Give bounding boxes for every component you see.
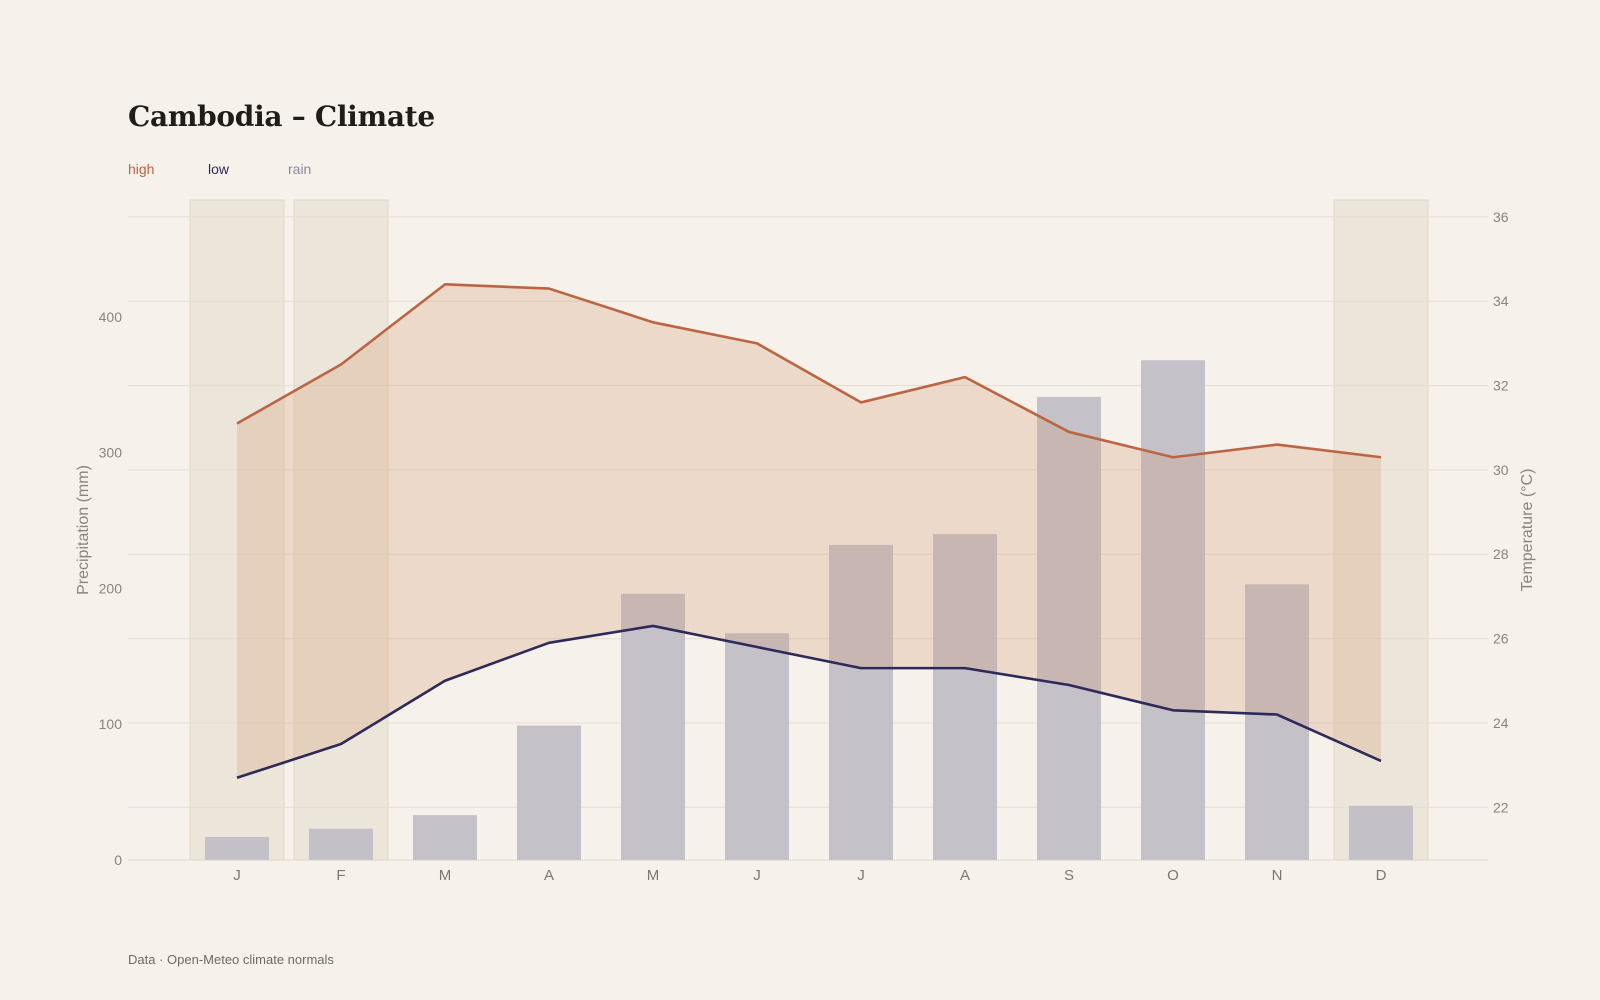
left-axis-tick: 300 [99,445,123,461]
month-label: M [647,867,660,884]
data-source-note: Data · Open-Meteo climate normals [128,952,334,967]
dry-season-band [293,199,389,861]
rain-bar [725,633,789,860]
left-axis-tick: 400 [99,309,123,325]
right-axis-tick: 26 [1493,631,1509,647]
rain-bar [413,815,477,860]
rain-bar [1245,584,1309,860]
month-label: M [439,867,452,884]
low-temperature-line [236,624,1382,780]
rain-bar [621,593,685,860]
month-label: J [857,867,865,884]
dry-season-band [1333,199,1429,861]
right-axis-tick: 34 [1493,293,1509,309]
month-label: J [233,867,241,884]
legend-rain: rain [288,161,312,177]
right-axis-ticks: 22 24 26 28 30 32 34 36 [1493,209,1509,815]
left-axis-tick: 0 [114,852,122,868]
rain-bar [309,828,373,860]
chart-legend: high low rain [128,161,368,177]
legend-high: high [128,161,155,177]
rain-bar [1349,805,1413,860]
month-label: J [753,867,761,884]
left-axis-tick: 200 [99,580,123,596]
rain-bar [933,534,997,860]
month-label: N [1272,867,1283,884]
right-axis-tick: 36 [1493,209,1509,225]
right-axis-title: Temperature (°C) [1519,469,1536,592]
rain-bar [829,544,893,860]
rain-bar [517,725,581,860]
rain-bar [1141,360,1205,860]
high-temperature-line [236,283,1382,459]
right-axis-tick: 32 [1493,378,1509,394]
legend-low: low [208,161,230,177]
left-axis-title: Precipitation (mm) [75,465,92,595]
rain-bar [1037,396,1101,860]
dry-season-band [189,199,285,861]
dry-season-shading [189,199,1429,861]
temperature-band [237,284,1381,778]
chart-title: Cambodia – Climate [128,100,435,133]
month-label: S [1064,867,1074,884]
month-label: A [960,867,970,884]
month-label: D [1376,867,1387,884]
right-axis-tick: 24 [1493,715,1509,731]
temperature-lines [236,283,1382,780]
rain-bars [205,360,1413,860]
month-label: O [1167,867,1179,884]
right-axis-tick: 30 [1493,462,1509,478]
left-axis-tick: 100 [99,716,123,732]
rain-bar [205,836,269,860]
right-axis-tick: 28 [1493,546,1509,562]
high-low-band [237,284,1381,778]
right-axis-tick: 22 [1493,799,1509,815]
month-label: A [544,867,554,884]
left-axis-ticks: 0 100 200 300 400 [99,309,123,868]
month-label: F [336,867,345,884]
